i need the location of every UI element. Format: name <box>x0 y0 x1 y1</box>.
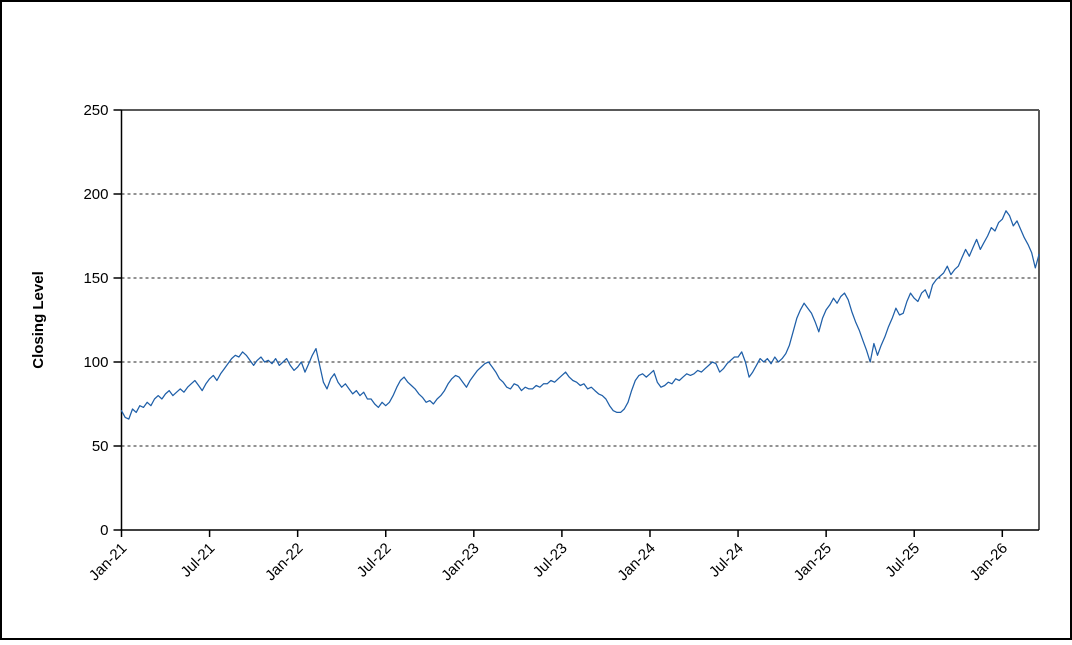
y-tick-label: 150 <box>83 270 108 287</box>
x-tick-label: Jul-23 <box>530 540 571 581</box>
x-tick-label: Jul-21 <box>177 540 218 581</box>
x-tick-label: Jul-25 <box>882 540 923 581</box>
series-group <box>120 210 1040 420</box>
y-axis-title: Closing Level <box>30 271 47 369</box>
x-tick-label: Jan-24 <box>614 540 658 584</box>
x-axis-tick-labels: Jan-21 Jul-21 Jan-22 Jul-22 Jan-23 Jul-23 Jan-… <box>86 540 1011 584</box>
y-tick-label: 0 <box>100 522 108 539</box>
axes <box>113 109 1039 537</box>
plot-frame <box>121 109 1040 530</box>
y-tick-label: 200 <box>83 186 108 203</box>
y-tick-label: 100 <box>83 354 108 371</box>
x-tick-label: Jul-24 <box>706 540 747 581</box>
x-tick-label: Jan-21 <box>86 540 130 584</box>
x-tick-label: Jan-26 <box>967 540 1011 584</box>
x-tick-label: Jul-22 <box>354 540 395 581</box>
series-line <box>120 210 1040 420</box>
y-tick-label: 50 <box>92 438 109 455</box>
x-tick-label: Jan-23 <box>438 540 482 584</box>
x-tick-label: Jan-25 <box>791 540 835 584</box>
gridlines <box>121 193 1039 447</box>
y-tick-label: 250 <box>83 102 108 119</box>
x-tick-label: Jan-22 <box>262 540 306 584</box>
y-axis-tick-labels: 0 50 100 150 200 250 <box>83 102 108 539</box>
